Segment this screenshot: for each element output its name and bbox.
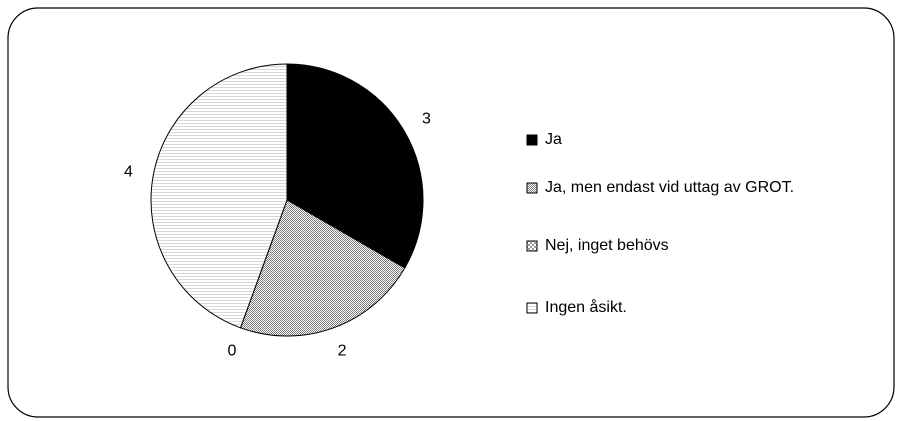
pie-slice [239, 199, 406, 337]
legend-swatch [526, 134, 538, 146]
legend-label: Ja, men endast vid uttag av GROT. [545, 179, 794, 196]
data-label: 2 [338, 343, 347, 360]
pie-slice [150, 63, 288, 329]
legend-swatch [526, 240, 538, 252]
legend-swatch [526, 182, 538, 194]
data-label: 3 [422, 111, 431, 128]
pie-slice [286, 63, 424, 269]
legend-label: Ingen åsikt. [545, 298, 627, 316]
legend-label: Nej, inget behövs [545, 237, 669, 254]
legend-swatch [526, 302, 538, 314]
legend-label: Ja [545, 131, 562, 148]
data-label: 0 [227, 343, 236, 360]
data-label: 4 [124, 163, 133, 180]
chart-frame [7, 7, 895, 418]
